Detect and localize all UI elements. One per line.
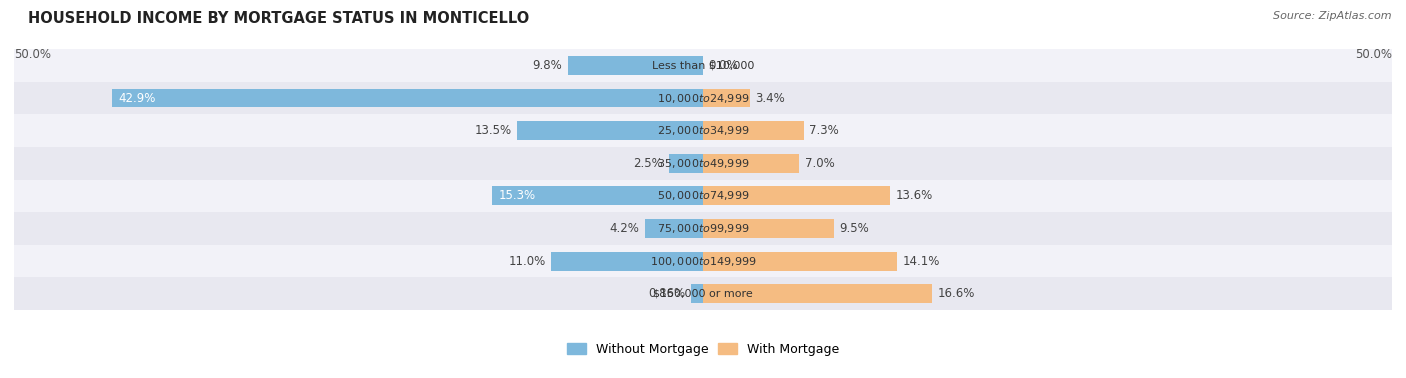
Text: $75,000 to $99,999: $75,000 to $99,999 [657,222,749,235]
Text: 9.5%: 9.5% [839,222,869,235]
Bar [14,180,1392,212]
Text: $10,000 to $24,999: $10,000 to $24,999 [657,91,749,105]
Text: 2.5%: 2.5% [633,157,664,170]
Text: 0.0%: 0.0% [709,59,738,72]
Text: $100,000 to $149,999: $100,000 to $149,999 [650,254,756,268]
Text: 14.1%: 14.1% [903,254,941,268]
Text: 50.0%: 50.0% [14,48,51,60]
Text: 13.5%: 13.5% [474,124,512,137]
Bar [703,88,749,107]
Bar [703,186,890,205]
Text: 11.0%: 11.0% [509,254,546,268]
Bar [568,56,703,75]
Bar [703,121,804,140]
Text: 7.3%: 7.3% [808,124,839,137]
Bar [14,82,1392,114]
Text: 9.8%: 9.8% [533,59,562,72]
Text: Less than $10,000: Less than $10,000 [652,60,754,70]
Bar [14,147,1392,180]
Text: 3.4%: 3.4% [755,91,785,105]
Bar [703,154,800,173]
Text: HOUSEHOLD INCOME BY MORTGAGE STATUS IN MONTICELLO: HOUSEHOLD INCOME BY MORTGAGE STATUS IN M… [28,11,530,26]
Bar [551,252,703,271]
Text: 16.6%: 16.6% [938,287,974,300]
Text: $35,000 to $49,999: $35,000 to $49,999 [657,157,749,170]
Bar [703,252,897,271]
Text: 42.9%: 42.9% [118,91,156,105]
Bar [14,245,1392,277]
Text: 13.6%: 13.6% [896,189,934,202]
Text: $50,000 to $74,999: $50,000 to $74,999 [657,189,749,202]
Bar [645,219,703,238]
Text: 15.3%: 15.3% [499,189,536,202]
Text: $150,000 or more: $150,000 or more [654,289,752,299]
Text: Source: ZipAtlas.com: Source: ZipAtlas.com [1274,11,1392,21]
Bar [669,154,703,173]
Bar [14,114,1392,147]
Text: 7.0%: 7.0% [806,157,835,170]
Bar [692,284,703,303]
Bar [517,121,703,140]
Text: 4.2%: 4.2% [610,222,640,235]
Bar [14,212,1392,245]
Legend: Without Mortgage, With Mortgage: Without Mortgage, With Mortgage [562,338,844,361]
Text: $25,000 to $34,999: $25,000 to $34,999 [657,124,749,137]
Bar [14,49,1392,82]
Bar [492,186,703,205]
Bar [703,219,834,238]
Bar [14,277,1392,310]
Bar [112,88,703,107]
Text: 0.86%: 0.86% [648,287,686,300]
Bar [703,284,932,303]
Text: 50.0%: 50.0% [1355,48,1392,60]
